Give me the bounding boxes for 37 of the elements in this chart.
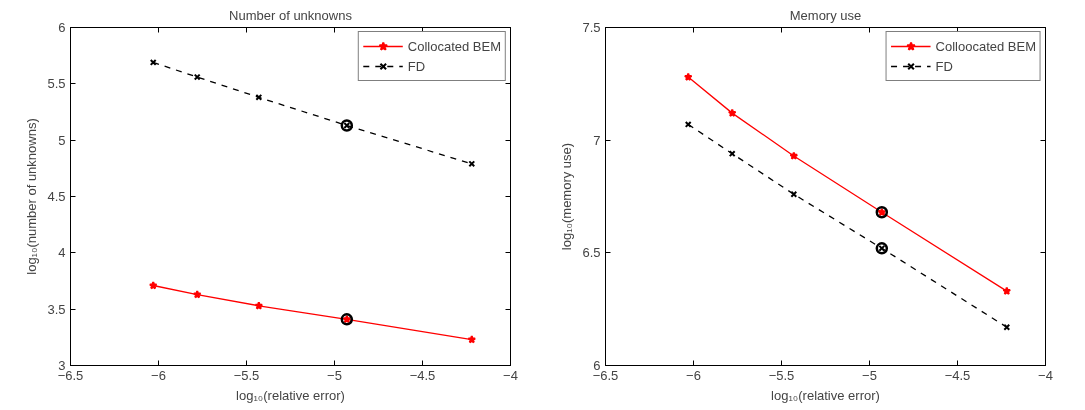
x-tick-label: −4.5	[944, 367, 971, 383]
chart-title: Number of unknowns	[229, 7, 353, 23]
point	[727, 108, 737, 117]
point	[192, 290, 202, 299]
y-tick-label: 6.5	[582, 245, 601, 261]
y-tick-label: 6	[58, 20, 66, 35]
x-tick-label: −6	[151, 367, 166, 383]
x-tick-label: −4	[503, 367, 518, 383]
point	[254, 301, 264, 310]
legend-label: Colloocated BEM	[935, 38, 1036, 54]
y-tick-label: 7.5	[582, 20, 601, 35]
point	[193, 73, 201, 81]
y-tick-label: 5	[58, 132, 66, 148]
x-tick-label: −4.5	[409, 367, 436, 383]
y-axis-title: log₁₀(memory use)	[559, 142, 575, 251]
y-tick-label: 3.5	[47, 301, 66, 317]
x-tick-label: −4	[1038, 367, 1053, 383]
x-tick-label: −5.5	[768, 367, 795, 383]
legend-label: FD	[407, 58, 427, 74]
y-tick-label: 5.5	[47, 76, 66, 92]
x-tick-label: −5.5	[233, 367, 260, 383]
point	[148, 281, 158, 290]
y-tick-label: 7	[593, 132, 601, 148]
chart-title: Memory use	[789, 7, 862, 23]
x-axis-title: log₁₀(relative error)	[236, 387, 345, 403]
point	[683, 72, 693, 81]
x-tick-label: −6	[686, 367, 701, 383]
y-tick-label: 4.5	[47, 189, 66, 204]
x-axis-title: log₁₀(relative error)	[771, 387, 880, 403]
point	[789, 151, 799, 160]
point	[1002, 286, 1012, 295]
x-tick-label: −5	[327, 367, 342, 383]
x-tick-label: −5	[862, 367, 877, 383]
legend-label: FD	[935, 58, 954, 74]
legend-label: Collocated BEM	[407, 38, 501, 54]
y-axis-title: log₁₀(number of unknowns)	[24, 118, 40, 275]
y-tick-label: 4	[58, 245, 66, 261]
